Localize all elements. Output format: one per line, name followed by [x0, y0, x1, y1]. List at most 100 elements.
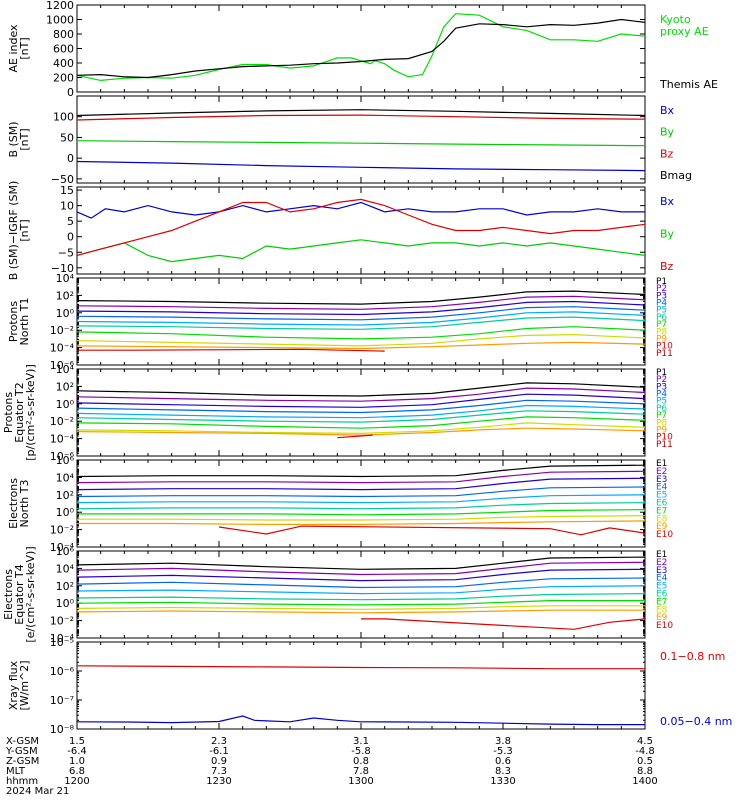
y-axis-label: ProtonsNorth T1 [7, 298, 31, 346]
y-tick-label: 10⁻⁷ [50, 694, 74, 707]
legend-item: P10 [656, 433, 673, 443]
legend-item: 0.05−0.4 nm [660, 715, 732, 728]
axis-row-value: 3.1 [353, 736, 369, 747]
legend-item: E8 [656, 514, 668, 524]
axis-row-value: 0.5 [637, 756, 653, 767]
series-line-e2 [76, 470, 646, 484]
legend-item: E5 [656, 491, 667, 501]
legend-item: P6 [656, 404, 667, 414]
y-tick-label: 10⁶ [56, 545, 75, 558]
axis-row-value: 2.3 [211, 736, 227, 747]
y-tick-label: 10⁻⁶ [50, 359, 75, 372]
y-tick-label: 10⁻⁴ [50, 433, 75, 446]
axis-row-value: 1330 [490, 776, 515, 787]
y-axis-label: Xray flux[W/m^2] [7, 660, 31, 710]
legend-item: E10 [656, 621, 673, 631]
legend-item: E4 [656, 574, 668, 584]
y-axis-label-line: [p/(cm²-s-sr-keV)] [24, 364, 37, 461]
legend-item: E7 [656, 597, 667, 607]
y-tick-label: 1200 [46, 0, 74, 12]
axis-row-value: 8.8 [637, 766, 653, 777]
axis-row-value: 0.9 [211, 756, 227, 767]
axis-row-value: 8.3 [495, 766, 511, 777]
y-tick-label: 10⁰ [56, 307, 75, 320]
series-line-e6 [76, 502, 646, 510]
axis-row-value: 4.5 [637, 736, 653, 747]
panel-frame [76, 186, 646, 275]
axis-row-value: 6.8 [69, 766, 85, 777]
y-axis-label: ElectronsNorth T3 [7, 478, 31, 529]
y-axis-label-line: [W/m^2] [18, 660, 31, 710]
series-line-e8 [77, 515, 646, 521]
axis-row-value: -5.3 [493, 746, 513, 757]
legend-item-line: proxy AE [660, 25, 709, 38]
y-tick-label: 800 [53, 28, 74, 41]
panel-frame [76, 641, 646, 730]
series-line-e4 [76, 486, 646, 498]
legend-item: E4 [656, 483, 668, 493]
series-line-bz [76, 114, 646, 121]
series-line-by [76, 239, 646, 263]
y-tick-label: 10⁻⁴ [50, 632, 75, 645]
series-line-p6 [76, 410, 646, 423]
series-line-bx [76, 201, 645, 219]
y-tick-label: 10⁰ [56, 597, 75, 610]
legend-item: E9 [656, 522, 668, 532]
legend-item: P9 [656, 425, 667, 435]
legend-item: E10 [656, 530, 673, 540]
axis-row-value: 1.0 [69, 756, 85, 767]
legend-item: P5 [656, 306, 667, 316]
y-tick-label: 15 [60, 184, 74, 197]
series-line-p5 [76, 311, 646, 326]
legend-item: E3 [656, 475, 667, 485]
legend-item: P8 [656, 327, 667, 337]
y-axis-label-line: Equator T4 [13, 564, 26, 624]
legend-item: P8 [656, 418, 667, 428]
axis-row-value: -4.8 [635, 746, 655, 757]
series-line-p2 [76, 387, 646, 402]
series-line-p1 [76, 290, 646, 305]
series-line-e5 [76, 585, 646, 595]
y-tick-label: −10 [51, 262, 74, 275]
y-tick-label: 200 [53, 72, 74, 85]
y-tick-label: 10⁴ [56, 272, 75, 285]
legend-item: P2 [656, 375, 667, 385]
series-line-e3 [76, 568, 646, 582]
series-line-p6 [76, 316, 646, 330]
y-tick-label: −50 [51, 173, 74, 186]
axis-row-value: 3.8 [495, 736, 511, 747]
legend-item: E6 [656, 590, 668, 600]
axis-row-value: 7.3 [211, 766, 227, 777]
series-line-e8 [76, 605, 645, 610]
series-line-p5 [76, 404, 646, 419]
legend-item: E5 [656, 582, 667, 592]
y-tick-label: 10⁴ [56, 363, 75, 376]
series-line-p9 [76, 427, 646, 436]
y-tick-label: 5 [67, 215, 74, 228]
y-axis-label-line: Protons [2, 392, 15, 433]
series-line-e10 [361, 618, 646, 630]
series-line-p7 [76, 416, 646, 429]
legend-item: P11 [656, 440, 673, 450]
axis-row-value: -6.1 [209, 746, 229, 757]
legend-item: P4 [656, 390, 667, 400]
y-axis-label: AE index[nT] [7, 24, 31, 73]
axis-row-label: hhmm [6, 776, 38, 787]
y-axis-label-line: North T3 [18, 480, 31, 528]
panel-frame [76, 4, 646, 93]
y-tick-label: 10⁻⁴ [50, 342, 75, 355]
y-tick-label: 1000 [46, 14, 74, 27]
y-tick-label: 10⁻⁶ [50, 665, 75, 678]
series-line-e3 [76, 477, 646, 491]
y-tick-label: 10⁻⁸ [50, 723, 75, 736]
axis-row-value: 1230 [206, 776, 231, 787]
y-axis-label-line: B (SM) [7, 121, 20, 157]
y-tick-label: 10⁴ [56, 471, 75, 484]
axis-row-value: -6.4 [67, 746, 87, 757]
legend-item: E2 [656, 467, 667, 477]
y-axis-label-line: North T1 [18, 298, 31, 346]
series-line-p9 [76, 341, 646, 350]
series-line-p8 [76, 333, 646, 347]
y-tick-label: 10⁻² [50, 324, 74, 337]
